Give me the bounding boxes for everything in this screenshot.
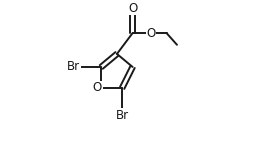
- Text: Br: Br: [67, 60, 80, 73]
- Text: O: O: [128, 2, 137, 15]
- Text: Br: Br: [116, 109, 129, 122]
- Text: O: O: [146, 26, 155, 40]
- Text: O: O: [93, 81, 102, 94]
